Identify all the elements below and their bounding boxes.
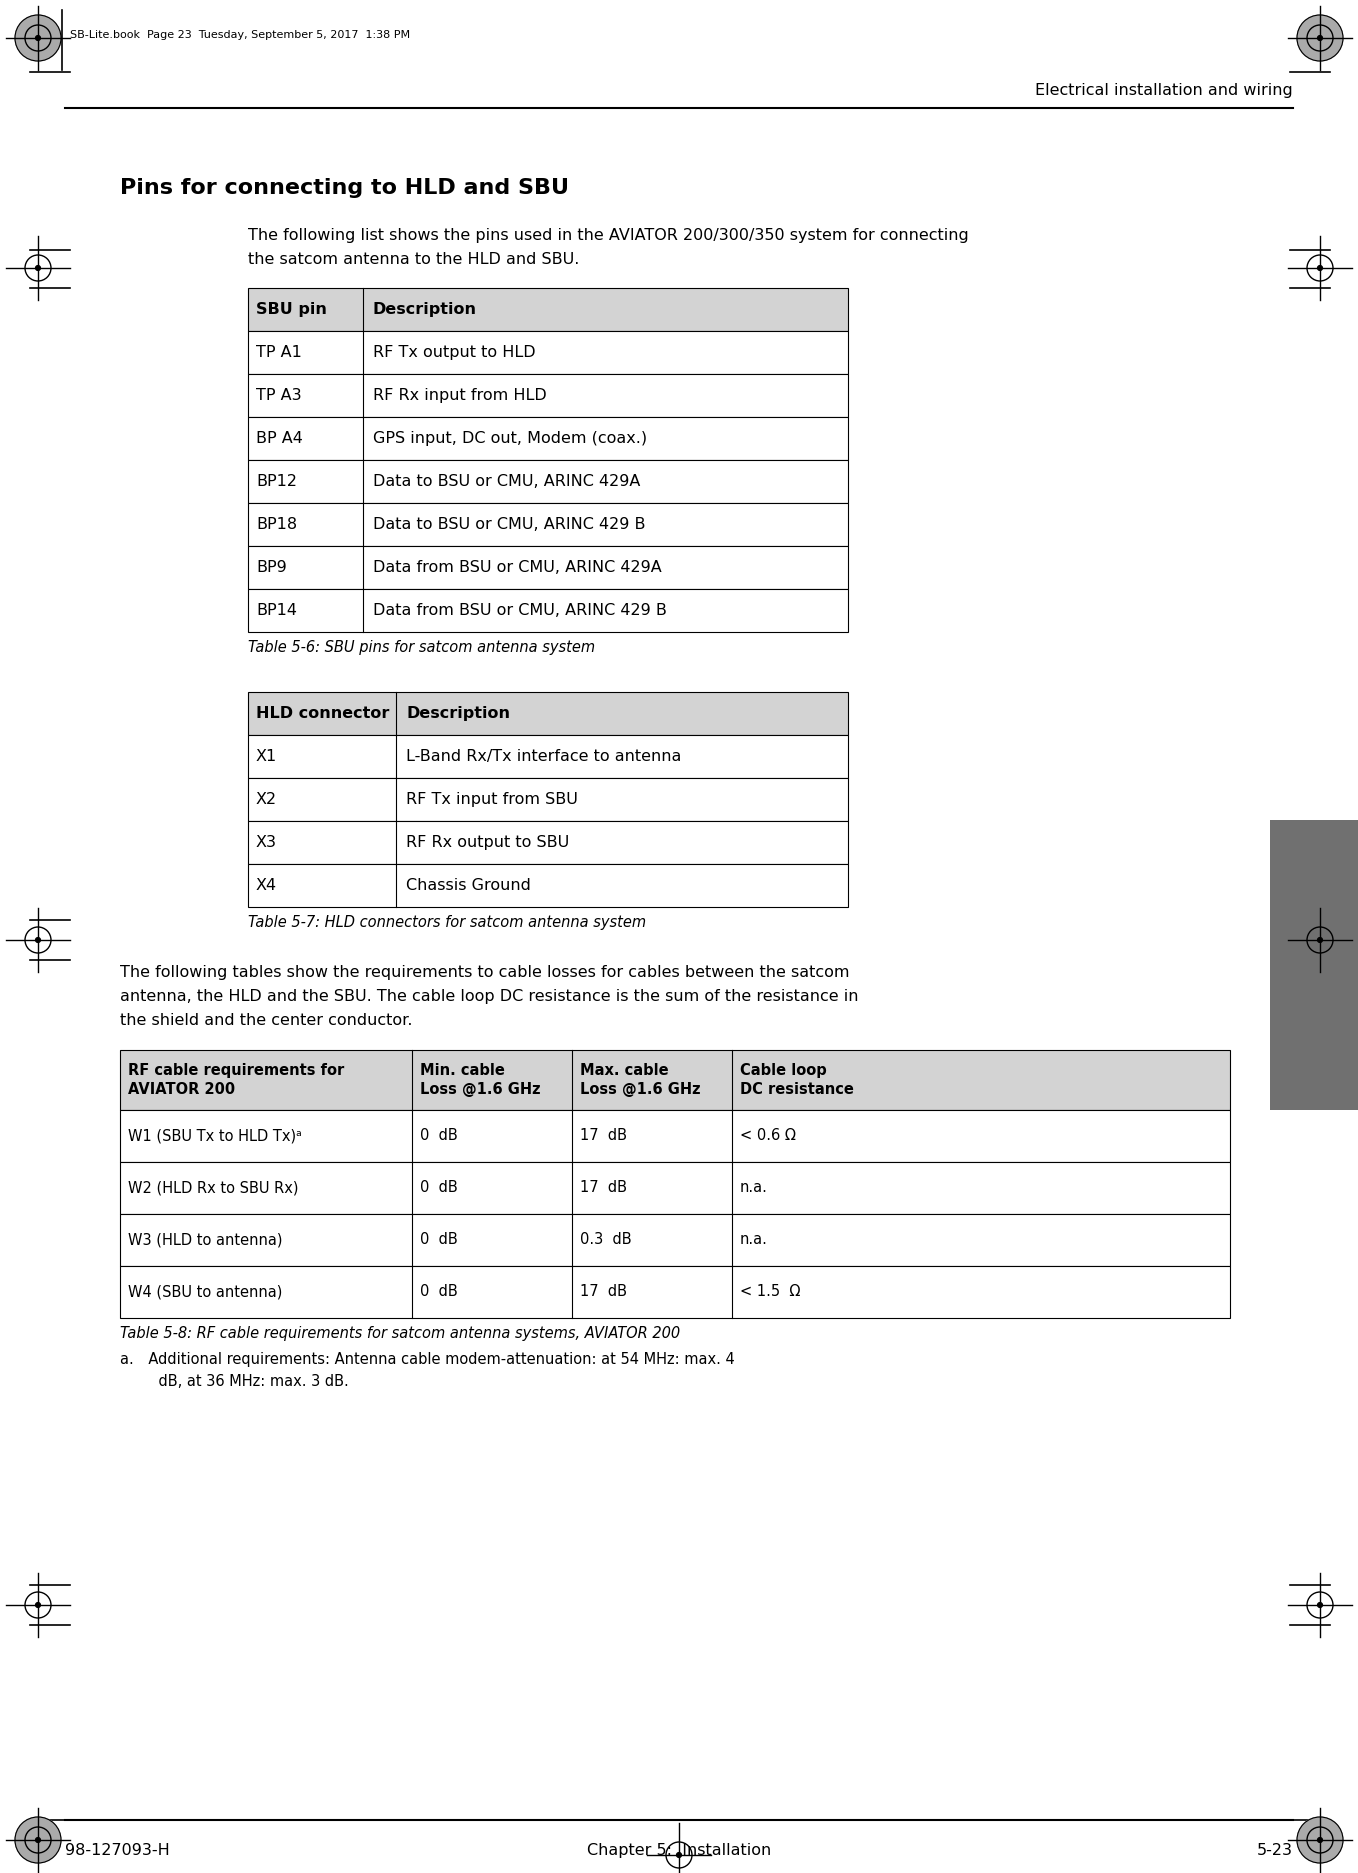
Text: 0  dB: 0 dB <box>420 1180 458 1195</box>
Text: Max. cable
Loss @1.6 GHz: Max. cable Loss @1.6 GHz <box>580 1062 701 1098</box>
Bar <box>249 734 847 777</box>
Bar <box>249 375 847 418</box>
Text: BP18: BP18 <box>257 517 297 532</box>
Bar <box>120 1111 1230 1161</box>
Bar <box>249 863 847 907</box>
Text: 17  dB: 17 dB <box>580 1180 627 1195</box>
Bar <box>120 1161 1230 1214</box>
Text: RF Tx input from SBU: RF Tx input from SBU <box>406 792 579 807</box>
Text: Data to BSU or CMU, ARINC 429 B: Data to BSU or CMU, ARINC 429 B <box>373 517 645 532</box>
Text: 0  dB: 0 dB <box>420 1129 458 1144</box>
Text: Table 5-8: RF cable requirements for satcom antenna systems, AVIATOR 200: Table 5-8: RF cable requirements for sat… <box>120 1326 680 1341</box>
Text: SB-Lite.book  Page 23  Tuesday, September 5, 2017  1:38 PM: SB-Lite.book Page 23 Tuesday, September … <box>71 30 410 39</box>
Text: L-Band Rx/Tx interface to antenna: L-Band Rx/Tx interface to antenna <box>406 749 682 764</box>
Text: TP A3: TP A3 <box>257 388 301 403</box>
Text: The following list shows the pins used in the AVIATOR 200/300/350 system for con: The following list shows the pins used i… <box>249 229 968 243</box>
Bar <box>249 504 847 547</box>
Text: BP9: BP9 <box>257 560 287 575</box>
Bar <box>249 588 847 631</box>
Text: Table 5-7: HLD connectors for satcom antenna system: Table 5-7: HLD connectors for satcom ant… <box>249 916 646 931</box>
Text: Pins for connecting to HLD and SBU: Pins for connecting to HLD and SBU <box>120 178 569 199</box>
Text: Description: Description <box>373 302 477 317</box>
Text: HLD connector: HLD connector <box>257 706 390 721</box>
Bar <box>249 332 847 375</box>
Bar <box>1270 820 1358 1111</box>
Bar <box>249 820 847 863</box>
Text: X3: X3 <box>257 835 277 850</box>
Text: Electrical installation and wiring: Electrical installation and wiring <box>1035 82 1293 97</box>
Circle shape <box>1297 15 1343 62</box>
Circle shape <box>676 1852 682 1858</box>
Text: 0  dB: 0 dB <box>420 1232 458 1247</box>
Text: W4 (SBU to antenna): W4 (SBU to antenna) <box>128 1285 282 1300</box>
Text: n.a.: n.a. <box>740 1180 767 1195</box>
Bar <box>249 547 847 588</box>
Text: Data from BSU or CMU, ARINC 429A: Data from BSU or CMU, ARINC 429A <box>373 560 661 575</box>
Bar <box>249 691 847 734</box>
Bar <box>249 461 847 504</box>
Text: 5-23: 5-23 <box>1258 1843 1293 1858</box>
Bar <box>249 288 847 332</box>
Text: TP A1: TP A1 <box>257 345 301 360</box>
Text: < 1.5  Ω: < 1.5 Ω <box>740 1285 800 1300</box>
Text: X2: X2 <box>257 792 277 807</box>
Text: RF Tx output to HLD: RF Tx output to HLD <box>373 345 535 360</box>
Circle shape <box>35 1837 41 1843</box>
Text: 17  dB: 17 dB <box>580 1129 627 1144</box>
Text: X4: X4 <box>257 878 277 893</box>
Text: RF Rx output to SBU: RF Rx output to SBU <box>406 835 569 850</box>
Text: BP A4: BP A4 <box>257 431 303 446</box>
Bar <box>120 1214 1230 1266</box>
Text: 98-127093-H: 98-127093-H <box>65 1843 170 1858</box>
Text: Min. cable
Loss @1.6 GHz: Min. cable Loss @1.6 GHz <box>420 1062 540 1098</box>
Text: antenna, the HLD and the SBU. The cable loop DC resistance is the sum of the res: antenna, the HLD and the SBU. The cable … <box>120 989 858 1004</box>
Circle shape <box>35 266 41 270</box>
Text: Table 5-6: SBU pins for satcom antenna system: Table 5-6: SBU pins for satcom antenna s… <box>249 641 595 656</box>
Text: the satcom antenna to the HLD and SBU.: the satcom antenna to the HLD and SBU. <box>249 253 580 268</box>
Text: SBU pin: SBU pin <box>257 302 327 317</box>
Text: RF Rx input from HLD: RF Rx input from HLD <box>373 388 547 403</box>
Circle shape <box>1297 1817 1343 1864</box>
Text: dB, at 36 MHz: max. 3 dB.: dB, at 36 MHz: max. 3 dB. <box>140 1375 349 1390</box>
Text: Chapter 5:  Installation: Chapter 5: Installation <box>587 1843 771 1858</box>
Circle shape <box>35 938 41 942</box>
Text: RF cable requirements for
AVIATOR 200: RF cable requirements for AVIATOR 200 <box>128 1062 344 1098</box>
Text: Description: Description <box>406 706 511 721</box>
Circle shape <box>35 36 41 41</box>
Circle shape <box>1317 36 1323 41</box>
Text: X1: X1 <box>257 749 277 764</box>
Circle shape <box>1317 1837 1323 1843</box>
Bar <box>249 777 847 820</box>
Text: a. Additional requirements: Antenna cable modem-attenuation: at 54 MHz: max. 4: a. Additional requirements: Antenna cabl… <box>120 1352 735 1367</box>
Text: < 0.6 Ω: < 0.6 Ω <box>740 1129 796 1144</box>
Circle shape <box>1317 938 1323 942</box>
Bar <box>249 418 847 461</box>
Text: Data from BSU or CMU, ARINC 429 B: Data from BSU or CMU, ARINC 429 B <box>373 603 667 618</box>
Bar <box>120 1266 1230 1319</box>
Text: W2 (HLD Rx to SBU Rx): W2 (HLD Rx to SBU Rx) <box>128 1180 299 1195</box>
Text: BP14: BP14 <box>257 603 297 618</box>
Text: W1 (SBU Tx to HLD Tx)ᵃ: W1 (SBU Tx to HLD Tx)ᵃ <box>128 1129 301 1144</box>
Text: Cable loop
DC resistance: Cable loop DC resistance <box>740 1062 854 1098</box>
Circle shape <box>1317 1603 1323 1607</box>
Text: 17  dB: 17 dB <box>580 1285 627 1300</box>
Text: the shield and the center conductor.: the shield and the center conductor. <box>120 1013 413 1028</box>
Text: Data to BSU or CMU, ARINC 429A: Data to BSU or CMU, ARINC 429A <box>373 474 641 489</box>
Text: GPS input, DC out, Modem (coax.): GPS input, DC out, Modem (coax.) <box>373 431 648 446</box>
Circle shape <box>1317 266 1323 270</box>
Text: W3 (HLD to antenna): W3 (HLD to antenna) <box>128 1232 282 1247</box>
Bar <box>120 1051 1230 1111</box>
Text: 0.3  dB: 0.3 dB <box>580 1232 631 1247</box>
Text: BP12: BP12 <box>257 474 297 489</box>
Text: 0  dB: 0 dB <box>420 1285 458 1300</box>
Circle shape <box>15 1817 61 1864</box>
Circle shape <box>35 1603 41 1607</box>
Text: n.a.: n.a. <box>740 1232 767 1247</box>
Text: Chassis Ground: Chassis Ground <box>406 878 531 893</box>
Text: The following tables show the requirements to cable losses for cables between th: The following tables show the requiremen… <box>120 965 850 980</box>
Circle shape <box>15 15 61 62</box>
